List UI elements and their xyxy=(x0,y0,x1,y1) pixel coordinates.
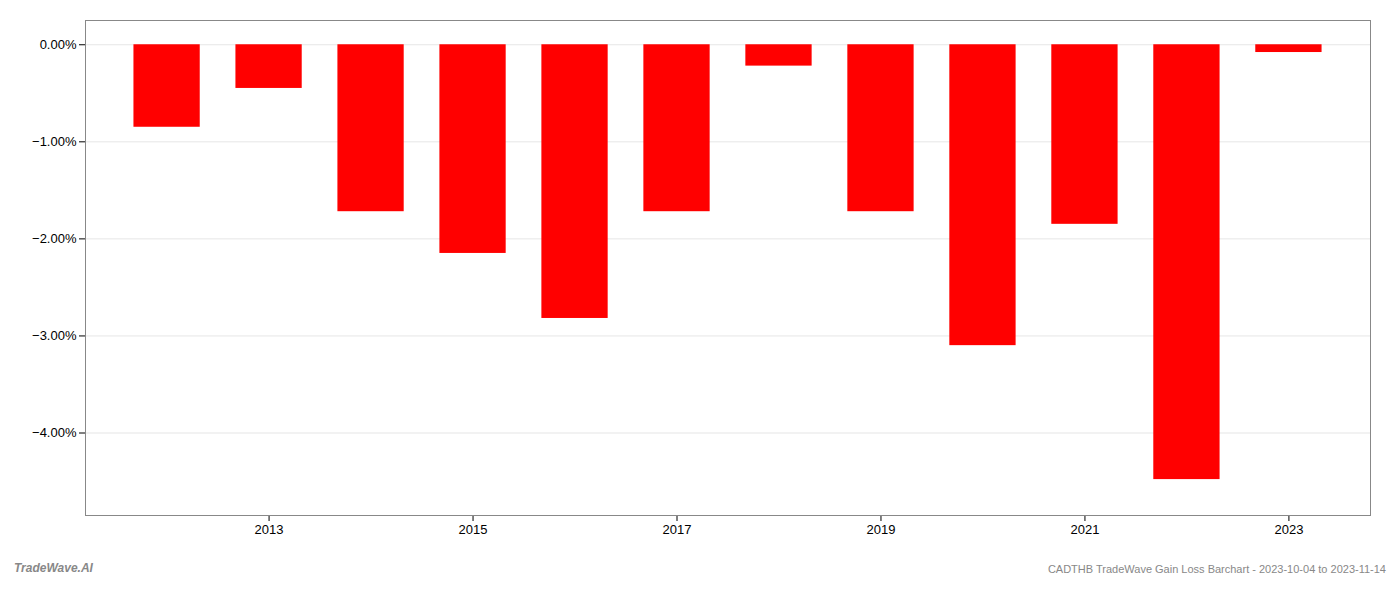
svg-text:2021: 2021 xyxy=(1070,522,1099,537)
svg-text:−2.00%: −2.00% xyxy=(32,231,77,246)
svg-text:−1.00%: −1.00% xyxy=(32,134,77,149)
svg-text:−4.00%: −4.00% xyxy=(32,425,77,440)
svg-text:2015: 2015 xyxy=(459,522,488,537)
svg-text:2017: 2017 xyxy=(663,522,692,537)
svg-text:0.00%: 0.00% xyxy=(40,37,77,52)
svg-text:2019: 2019 xyxy=(867,522,896,537)
html-text:TradeWave.AI: TradeWave.AI xyxy=(14,561,93,575)
svg-text:2013: 2013 xyxy=(255,522,284,537)
svg-text:−3.00%: −3.00% xyxy=(32,328,77,343)
svg-text:2023: 2023 xyxy=(1274,522,1303,537)
html-text:CADTHB TradeWave Gain Loss Bar: CADTHB TradeWave Gain Loss Barchart - 20… xyxy=(1047,563,1386,575)
